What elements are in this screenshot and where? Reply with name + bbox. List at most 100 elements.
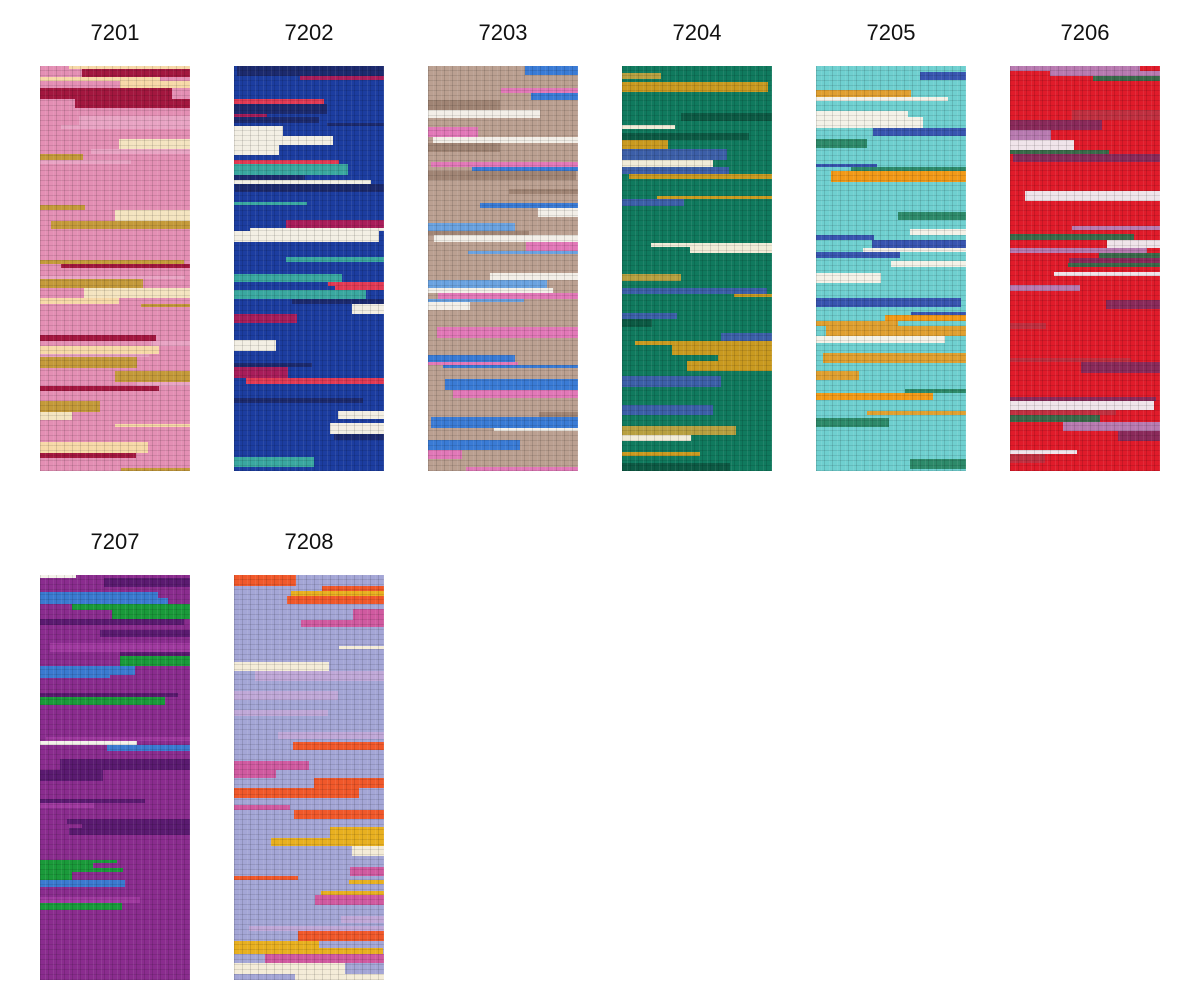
color-band	[50, 643, 190, 652]
color-band	[40, 298, 120, 304]
color-band	[1072, 110, 1160, 120]
color-band	[445, 379, 578, 390]
color-band	[40, 619, 184, 625]
color-band	[622, 167, 729, 174]
color-band	[40, 860, 117, 863]
color-band	[428, 280, 547, 288]
yarn-swatch-image[interactable]	[816, 66, 966, 471]
color-band	[84, 288, 190, 298]
color-band	[721, 333, 772, 341]
yarn-swatch-image[interactable]	[234, 66, 384, 471]
yarn-swatch-image[interactable]	[234, 575, 384, 980]
yarn-swatch-image[interactable]	[40, 575, 190, 980]
color-band	[680, 113, 772, 121]
color-band	[271, 838, 384, 846]
color-band	[816, 90, 912, 97]
swatch-item-7203[interactable]: 7203	[428, 18, 578, 471]
color-band	[40, 693, 178, 697]
color-band	[885, 315, 966, 321]
color-band	[119, 652, 190, 656]
swatch-item-7202[interactable]: 7202	[234, 18, 384, 471]
yarn-swatch-image[interactable]	[1010, 66, 1160, 471]
color-band	[479, 203, 578, 208]
color-band	[72, 604, 190, 610]
color-band	[816, 235, 874, 240]
color-band	[234, 575, 297, 586]
color-band	[234, 231, 380, 242]
color-band	[40, 880, 126, 887]
color-band	[234, 136, 334, 145]
color-band	[82, 69, 190, 77]
color-band	[328, 282, 384, 286]
color-band	[897, 212, 966, 220]
color-band	[657, 196, 772, 199]
color-band	[672, 345, 772, 355]
swatch-item-7201[interactable]: 7201	[40, 18, 190, 471]
color-band	[114, 210, 190, 221]
color-band	[1010, 450, 1077, 454]
color-band	[622, 435, 691, 441]
color-band	[40, 279, 143, 288]
color-band	[40, 260, 185, 264]
color-band	[428, 110, 541, 118]
color-band	[1093, 76, 1160, 81]
color-band	[286, 257, 384, 262]
color-band	[40, 442, 149, 453]
color-band	[537, 208, 578, 217]
color-band	[40, 872, 73, 880]
color-band	[690, 247, 772, 253]
color-band	[622, 73, 661, 79]
swatch-code-label: 7207	[90, 529, 140, 554]
swatch-item-7207[interactable]: 7207	[40, 527, 190, 980]
color-band	[622, 160, 714, 167]
color-band	[816, 252, 900, 258]
color-band	[628, 174, 772, 179]
color-band	[1010, 323, 1046, 329]
color-band	[905, 389, 966, 393]
color-band	[823, 353, 966, 363]
color-band	[816, 336, 945, 343]
swatch-code-label: 7202	[284, 20, 334, 45]
color-band	[40, 88, 173, 99]
yarn-swatch-image[interactable]	[622, 66, 772, 471]
color-band	[471, 167, 578, 171]
yarn-swatch-image[interactable]	[428, 66, 578, 471]
color-band	[265, 954, 384, 963]
color-band	[340, 916, 384, 923]
swatch-item-7208[interactable]: 7208	[234, 527, 384, 980]
color-band	[351, 846, 384, 856]
color-band	[910, 229, 966, 235]
swatch-item-7204[interactable]: 7204	[622, 18, 772, 471]
color-band	[66, 819, 190, 824]
color-band	[235, 184, 384, 192]
color-band	[278, 732, 384, 739]
color-band	[40, 592, 158, 598]
color-band	[313, 778, 384, 788]
color-band	[79, 116, 190, 125]
color-band	[234, 363, 313, 367]
color-band	[622, 313, 677, 319]
color-band	[321, 891, 384, 895]
color-band	[140, 304, 190, 307]
color-band	[816, 273, 882, 283]
color-band	[40, 205, 86, 210]
color-band	[509, 189, 578, 194]
color-band	[104, 578, 190, 587]
color-band	[50, 221, 190, 229]
color-band	[114, 371, 190, 382]
color-band	[1054, 272, 1160, 276]
color-band	[234, 202, 308, 205]
color-band	[919, 72, 966, 80]
color-band	[234, 876, 299, 880]
color-band	[335, 286, 384, 290]
color-band	[106, 745, 190, 751]
color-band	[234, 160, 340, 164]
yarn-swatch-image[interactable]	[40, 66, 190, 471]
swatch-item-7206[interactable]: 7206	[1010, 18, 1160, 471]
color-band	[909, 459, 966, 469]
color-band	[234, 710, 329, 716]
swatch-item-7205[interactable]: 7205	[816, 18, 966, 471]
color-band	[622, 82, 769, 92]
color-band	[292, 742, 384, 750]
color-band	[1010, 66, 1141, 71]
